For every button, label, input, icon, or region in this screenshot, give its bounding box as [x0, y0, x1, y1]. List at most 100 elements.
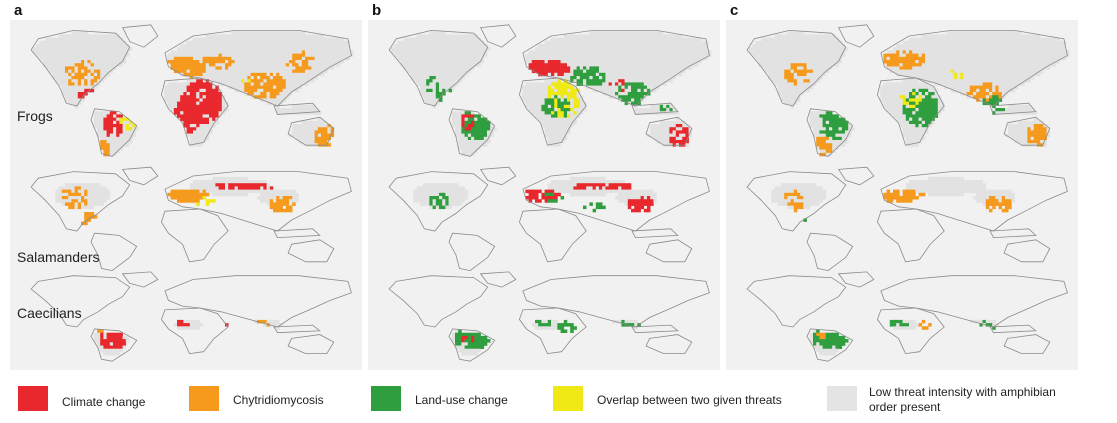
threat-cell — [81, 196, 85, 200]
presence-cell — [691, 47, 696, 51]
presence-cell — [113, 53, 117, 58]
presence-cell — [589, 180, 593, 184]
threat-cell — [560, 114, 565, 118]
presence-cell — [273, 47, 277, 51]
presence-cell — [241, 192, 245, 197]
presence-cell — [314, 72, 319, 77]
presence-cell — [455, 82, 459, 86]
presence-cell — [602, 176, 606, 181]
presence-cell — [647, 85, 651, 90]
presence-cell — [49, 66, 53, 70]
presence-cell — [551, 95, 555, 99]
presence-cell — [551, 50, 555, 54]
map-b-row-1 — [388, 24, 712, 157]
presence-cell — [419, 37, 424, 42]
presence-cell — [285, 72, 290, 77]
coastline-africa — [518, 77, 587, 146]
threat-cell — [106, 143, 111, 147]
presence-cell — [289, 85, 293, 90]
presence-cell — [432, 72, 437, 77]
presence-cell — [74, 92, 79, 96]
presence-cell — [637, 63, 641, 67]
presence-cell — [103, 37, 107, 42]
presence-cell — [221, 108, 226, 112]
threat-cell — [669, 140, 673, 144]
presence-cell — [180, 92, 184, 96]
presence-cell — [653, 192, 657, 197]
presence-cell — [90, 199, 95, 203]
presence-cell — [445, 40, 449, 45]
threat-cell — [560, 108, 565, 112]
presence-cell — [758, 44, 763, 48]
presence-cell — [276, 56, 280, 61]
presence-cell — [435, 186, 440, 190]
presence-cell — [455, 133, 459, 138]
presence-cell — [602, 186, 606, 190]
threat-cell — [212, 199, 216, 203]
presence-cell — [816, 66, 820, 70]
presence-cell — [413, 63, 417, 67]
threat-cell — [471, 342, 475, 346]
presence-cell — [611, 56, 616, 61]
threat-cell — [276, 76, 280, 80]
presence-cell — [429, 186, 433, 190]
presence-cell — [113, 127, 117, 131]
presence-cell — [416, 196, 421, 200]
presence-cell — [781, 98, 785, 102]
presence-cell — [442, 66, 446, 70]
presence-cell — [563, 50, 568, 54]
threat-cell — [241, 186, 245, 190]
threat-cell — [567, 98, 571, 102]
presence-cell — [269, 192, 274, 197]
presence-cell — [109, 69, 114, 74]
threat-cell — [81, 92, 85, 96]
presence-cell — [618, 196, 622, 200]
presence-cell — [675, 50, 680, 54]
presence-cell — [426, 186, 430, 190]
presence-cell — [631, 189, 635, 194]
threat-cell — [180, 104, 184, 109]
presence-cell — [426, 63, 430, 67]
presence-cell — [576, 192, 581, 197]
presence-cell — [611, 76, 616, 80]
presence-cell — [669, 60, 673, 64]
presence-cell — [426, 76, 430, 80]
presence-cell — [100, 114, 104, 118]
presence-cell — [771, 56, 775, 61]
presence-cell — [656, 31, 661, 35]
presence-cell — [451, 72, 456, 77]
presence-cell — [330, 50, 335, 54]
presence-cell — [247, 47, 251, 51]
threat-cell — [180, 60, 184, 64]
presence-cell — [391, 47, 395, 51]
threat-cell — [186, 199, 191, 203]
presence-cell — [464, 72, 469, 77]
presence-cell — [797, 82, 801, 86]
presence-cell — [800, 53, 804, 58]
threat-cell — [615, 92, 619, 96]
presence-cell — [771, 60, 775, 64]
threat-cell — [592, 82, 597, 86]
threat-cell — [435, 199, 440, 203]
presence-cell — [809, 44, 814, 48]
presence-cell — [311, 140, 315, 144]
presence-cell — [170, 98, 175, 102]
presence-cell — [305, 40, 309, 45]
presence-cell — [605, 40, 609, 45]
threat-cell — [266, 76, 271, 80]
presence-cell — [787, 40, 791, 45]
threat-cell — [563, 114, 568, 118]
presence-cell — [551, 40, 555, 45]
presence-cell — [314, 60, 319, 64]
presence-cell — [621, 63, 625, 67]
presence-cell — [212, 192, 216, 197]
presence-cell — [196, 56, 200, 61]
presence-cell — [595, 186, 600, 190]
presence-cell — [768, 53, 772, 58]
threat-cell — [474, 332, 478, 337]
presence-cell — [458, 124, 462, 128]
threat-cell — [474, 133, 478, 138]
threat-cell — [68, 189, 72, 194]
presence-cell — [704, 50, 709, 54]
presence-cell — [525, 56, 529, 61]
